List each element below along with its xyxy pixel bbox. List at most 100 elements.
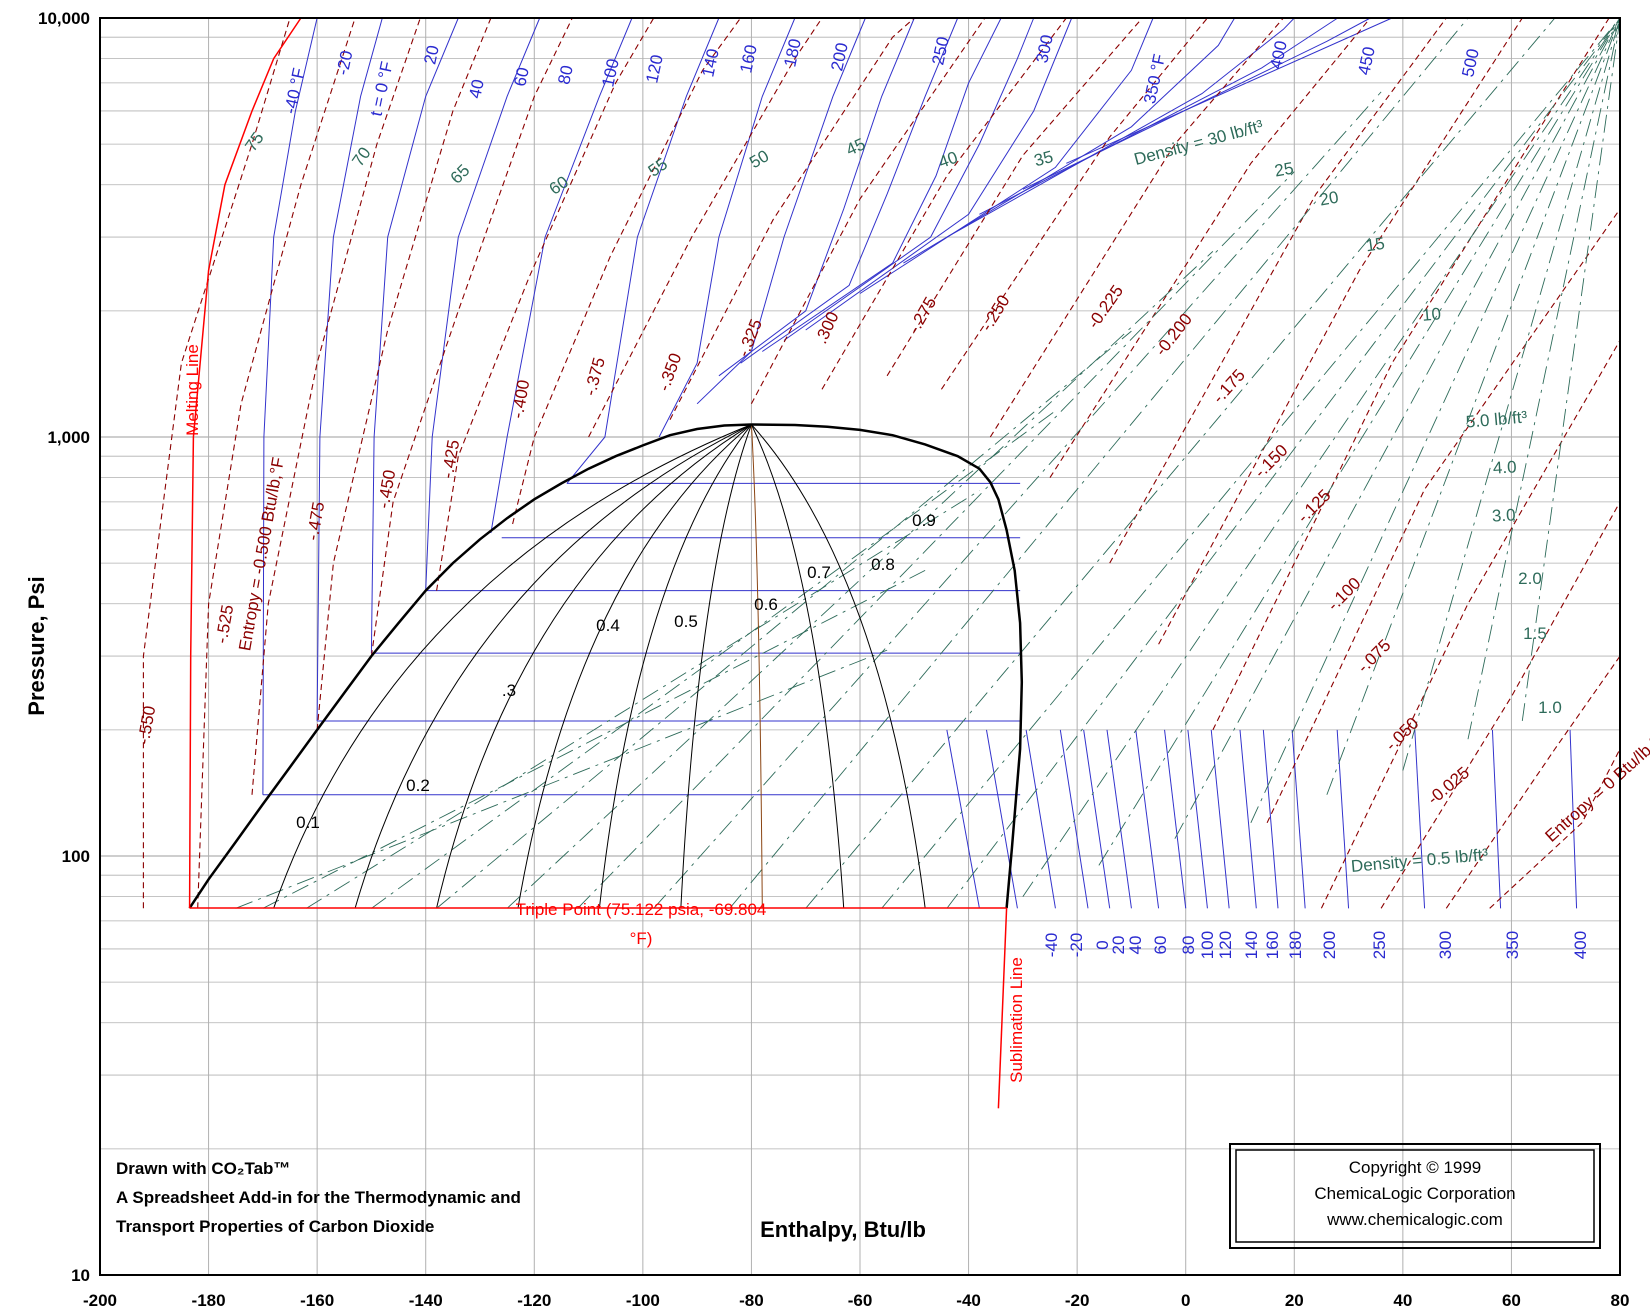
isotherm-line <box>566 17 720 484</box>
x-tick-label: 60 <box>1502 1291 1521 1310</box>
density-line <box>1098 17 1621 866</box>
density-lines <box>235 17 1621 909</box>
entropy-line <box>436 17 655 591</box>
density-line <box>1326 17 1621 795</box>
density-line <box>881 17 1621 909</box>
quality-lines <box>273 424 926 909</box>
entropy-line <box>940 17 1208 390</box>
quality-label: 0.8 <box>871 555 895 574</box>
isotherm-low-label: 120 <box>1216 931 1235 959</box>
entropy-line <box>1320 340 1621 909</box>
isotherm-low-label: 40 <box>1126 936 1145 955</box>
entropy-line <box>1445 655 1621 909</box>
isotherm-low-label: 100 <box>1198 931 1217 959</box>
isotherm-tail <box>1291 729 1306 909</box>
density-label: 4.0 <box>1492 457 1517 477</box>
density-line <box>653 91 1382 909</box>
x-axis-title: Enthalpy, Btu/lb <box>760 1217 926 1242</box>
density-label: 15 <box>1365 234 1386 255</box>
isotherm-tail <box>946 729 980 909</box>
note-line-1: Drawn with CO₂Tab™ <box>116 1159 290 1178</box>
quality-label: 0.2 <box>406 776 430 795</box>
note-line-3: Transport Properties of Carbon Dioxide <box>116 1217 434 1236</box>
isotherm-low-label: 180 <box>1286 931 1305 959</box>
y-tick-label: 10,000 <box>38 9 90 28</box>
isotherm-tail <box>1414 729 1426 909</box>
y-axis-title: Pressure, Psi <box>24 576 49 715</box>
entropy-line <box>197 17 356 909</box>
isotherm-tail <box>1262 729 1279 909</box>
density-label: 2.0 <box>1518 569 1542 588</box>
x-tick-label: 40 <box>1393 1291 1412 1310</box>
y-tick-label: 100 <box>62 847 90 866</box>
isotherm-low-label: 60 <box>1151 936 1170 955</box>
melting-line-label: Melting Line <box>183 344 202 436</box>
copyright-frame-inner <box>1235 1149 1595 1243</box>
quality-label: .3 <box>502 681 516 700</box>
quality-label: 0.7 <box>807 563 831 582</box>
saturated-liquid-line <box>188 423 752 909</box>
isotherm-low-label: 300 <box>1436 931 1455 959</box>
isotherm-low-label: 160 <box>1263 931 1282 959</box>
copyright-frame-outer <box>1229 1143 1601 1249</box>
entropy-line <box>370 17 573 657</box>
isotherm-tail <box>1210 729 1230 909</box>
isotherm-tail <box>1491 729 1502 909</box>
entropy-line <box>1266 208 1621 824</box>
entropy-line <box>512 17 742 525</box>
density-line <box>371 410 1056 909</box>
quality-line <box>598 424 752 909</box>
isotherm-tail <box>985 729 1018 909</box>
quality-line <box>750 424 845 909</box>
entropy-line <box>1489 748 1621 909</box>
isotherm-tail <box>1164 729 1187 909</box>
isotherm-line <box>262 17 318 795</box>
x-tick-label: -100 <box>626 1291 660 1310</box>
isotherm-line <box>1066 17 1393 164</box>
quality-line <box>680 424 752 909</box>
isotherm-tail <box>1239 729 1257 909</box>
density-line <box>946 17 1621 909</box>
density-line <box>436 330 1132 909</box>
copyright-line-3: www.chemicalogic.com <box>1326 1210 1503 1229</box>
copyright-line-1: Copyright © 1999 <box>1349 1158 1482 1177</box>
x-tick-label: -20 <box>1065 1291 1090 1310</box>
sublimation-line <box>997 908 1008 1109</box>
isotherm-line <box>490 17 633 534</box>
isotherm-low-label: 20 <box>1109 936 1128 955</box>
copyright-box: Copyright © 1999 ChemicaLogic Corporatio… <box>1229 1143 1601 1249</box>
isotherm-label: -20 <box>333 49 357 77</box>
sublimation-line-label: Sublimation Line <box>1007 957 1026 1083</box>
triple-point-label: °F) <box>630 929 653 948</box>
isotherm-line <box>658 17 796 438</box>
isotherm-tail <box>1135 729 1160 909</box>
density-line <box>805 17 1556 909</box>
phase-boundaries <box>188 17 1008 1109</box>
x-tick-label: -160 <box>300 1291 334 1310</box>
quality-label: 0.1 <box>296 813 320 832</box>
isotherm-line <box>718 17 915 377</box>
entropy-line <box>821 17 1067 390</box>
isotherm-tail <box>1059 729 1089 909</box>
plot-frame <box>99 17 1621 1276</box>
y-tick-label: 1,000 <box>47 428 90 447</box>
entropy-line <box>588 17 823 438</box>
entropy-line <box>1109 17 1447 564</box>
isotherm-low-label: 140 <box>1242 931 1261 959</box>
density-label: 35 <box>1032 147 1055 170</box>
isotherm-tail <box>1025 729 1056 909</box>
isotherm-low-label: 250 <box>1370 931 1389 959</box>
isotherm-line <box>762 17 1002 352</box>
quality-label: 0.6 <box>754 595 778 614</box>
x-tick-label: -60 <box>848 1291 873 1310</box>
density-line <box>1467 17 1621 740</box>
entropy-line <box>1158 17 1523 645</box>
x-tick-label: 0 <box>1181 1291 1190 1310</box>
density-label: 25 <box>1273 159 1295 181</box>
quality-label: 0.4 <box>596 616 620 635</box>
isotherm-line <box>740 17 959 364</box>
isotherm-label: 20 <box>420 44 443 66</box>
isotherm-line <box>783 17 1035 341</box>
